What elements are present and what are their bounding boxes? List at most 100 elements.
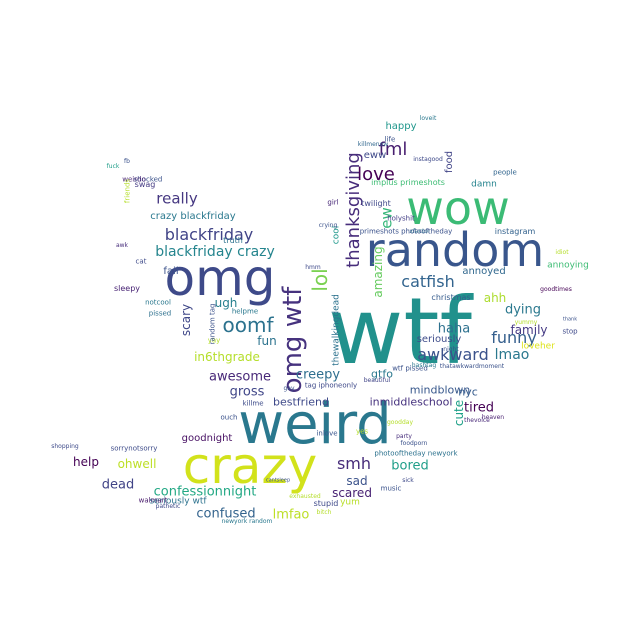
cloud-word-shocked: shocked bbox=[133, 175, 163, 184]
cloud-word-lmfao: lmfao bbox=[272, 507, 310, 523]
cloud-word-hmm: hmm bbox=[305, 264, 321, 271]
cloud-word-fb: fb bbox=[124, 158, 130, 165]
cloud-word-people: people bbox=[493, 168, 517, 177]
cloud-word-primeshots-photooftheday: primeshots photooftheday bbox=[359, 227, 453, 236]
cloud-word-blackfriday-crazy: blackfriday crazy bbox=[155, 244, 275, 260]
cloud-word-random-tag: random tag bbox=[208, 303, 217, 345]
cloud-word-ugh: ugh bbox=[214, 296, 238, 310]
cloud-word-loveit: loveit bbox=[419, 115, 437, 122]
cloud-word-thatawkwardmoment: thatawkwardmoment bbox=[439, 363, 505, 370]
cloud-word-confessionnight: confessionnight bbox=[153, 484, 257, 500]
cloud-word-christmas: christmas bbox=[431, 293, 471, 302]
cloud-word-xfactor: xfactor bbox=[409, 228, 431, 235]
cloud-word-gtfo: gtfo bbox=[371, 367, 393, 381]
cloud-word-twilight: twilight bbox=[361, 199, 391, 208]
cloud-word-awk: awk bbox=[115, 242, 129, 249]
cloud-word-notcool: notcool bbox=[145, 298, 171, 307]
cloud-word-pathetic: pathetic bbox=[155, 503, 181, 510]
cloud-word-newyork-random: newyork random bbox=[221, 518, 273, 525]
cloud-word-catfish: catfish bbox=[401, 272, 455, 291]
cloud-word-damn: damn bbox=[471, 179, 497, 190]
cloud-word-party: party bbox=[396, 433, 412, 440]
cloud-word-sad: sad bbox=[346, 474, 368, 488]
cloud-word-wtf-pissed: wtf pissed bbox=[392, 364, 428, 373]
cloud-word-annoying: annoying bbox=[547, 260, 589, 271]
cloud-word-ahh: ahh bbox=[483, 291, 507, 305]
cloud-word-instagram: instagram bbox=[494, 227, 536, 236]
cloud-word-sick: sick bbox=[402, 477, 414, 484]
cloud-word-cantsleep: cantsleep bbox=[265, 477, 291, 484]
cloud-word-friends: friends bbox=[123, 178, 132, 204]
cloud-word-inlove: inlove bbox=[316, 429, 338, 438]
cloud-word-omg: omg bbox=[164, 249, 276, 307]
cloud-word-tired: tired bbox=[463, 400, 495, 416]
cloud-word-truth: truth bbox=[223, 236, 243, 245]
cloud-word-sleepy: sleepy bbox=[113, 284, 141, 293]
cloud-word-scary: scary bbox=[179, 303, 193, 337]
cloud-word-goodday: goodday bbox=[387, 419, 413, 426]
cloud-word-wow: wow bbox=[406, 181, 510, 235]
cloud-word-loveher: loveher bbox=[521, 341, 555, 352]
cloud-word-tag-iphoneonly: tag iphoneonly bbox=[304, 381, 358, 390]
cloud-word-fail: fail bbox=[163, 266, 179, 277]
cloud-word-happy: happy bbox=[385, 121, 417, 132]
cloud-word-weirdo: weirdo bbox=[122, 175, 146, 184]
cloud-word-stupid: stupid bbox=[313, 499, 339, 508]
cloud-word-family: family bbox=[510, 323, 548, 337]
cloud-word-inmiddleschool: inmiddleschool bbox=[369, 395, 453, 409]
cloud-word-life: life bbox=[384, 135, 396, 144]
cloud-word-random: random bbox=[365, 223, 545, 277]
cloud-word-smh: smh bbox=[336, 454, 372, 473]
cloud-word-lmao: lmao bbox=[494, 347, 530, 363]
cloud-word-thevoice: thevoice bbox=[464, 417, 490, 424]
cloud-word-instagood: instagood bbox=[413, 156, 443, 163]
cloud-word-help: help bbox=[73, 455, 99, 469]
cloud-word-dead: dead bbox=[101, 477, 135, 493]
cloud-word-implus-primeshots: implus primeshots bbox=[371, 178, 445, 187]
cloud-word-holyshit: holyshit bbox=[387, 214, 415, 223]
cloud-word-crazy-blackfriday: crazy blackfriday bbox=[150, 211, 236, 222]
cloud-word-hashtag: hashtag bbox=[411, 362, 437, 369]
cloud-word-awkward: awkward bbox=[417, 345, 489, 364]
cloud-word-annoyed: annoyed bbox=[462, 266, 506, 277]
cloud-word-really: really bbox=[156, 189, 198, 208]
cloud-word-amazing: amazing bbox=[371, 246, 385, 298]
cloud-word-weird: weird bbox=[238, 392, 392, 457]
cloud-word-foodporn: foodporn bbox=[400, 440, 428, 447]
cloud-word-helpme: helpme bbox=[231, 307, 259, 316]
cloud-word-food: food bbox=[444, 150, 455, 174]
cloud-word-funny: funny bbox=[491, 328, 537, 347]
cloud-word-confused: confused bbox=[196, 506, 256, 522]
cloud-word-scared: scared bbox=[332, 486, 372, 500]
cloud-word-pissed: pissed bbox=[148, 309, 172, 318]
cloud-word-yummy: yummy bbox=[514, 319, 538, 326]
cloud-word-crying: crying bbox=[318, 222, 338, 229]
cloud-word-sorrynotsorry: sorrynotsorry bbox=[110, 444, 158, 453]
cloud-word-bitch: bitch bbox=[316, 509, 332, 516]
cloud-word-bestfriend: bestfriend bbox=[273, 395, 329, 409]
cloud-word-haha: haha bbox=[437, 321, 471, 337]
cloud-word-yay: yay bbox=[207, 336, 221, 345]
cloud-word-fuck: fuck bbox=[106, 163, 120, 170]
cloud-word-shopping: shopping bbox=[51, 443, 79, 450]
cloud-word-goodtimes: goodtimes bbox=[540, 286, 572, 293]
cloud-word-stop: stop bbox=[562, 327, 578, 336]
cloud-word-yes: yes bbox=[355, 427, 369, 436]
cloud-word-dying: dying bbox=[504, 302, 542, 318]
cloud-word-heaven: heaven bbox=[481, 414, 505, 421]
cloud-word-lol: lol bbox=[308, 268, 332, 292]
cloud-word-wtf: wtf bbox=[328, 278, 472, 385]
cloud-word-cat: cat bbox=[135, 257, 147, 266]
cloud-word-idiot: idiot bbox=[555, 249, 569, 256]
cloud-word-swag: swag bbox=[134, 180, 156, 189]
cloud-word-oomf: oomf bbox=[222, 313, 274, 337]
cloud-word-photooftheday-newyork: photooftheday newyork bbox=[374, 449, 458, 458]
cloud-word-nyc: nyc bbox=[458, 385, 478, 399]
cloud-word-fml: fml bbox=[378, 139, 408, 160]
cloud-word-music: music bbox=[380, 484, 402, 493]
cloud-word-mindblown: mindblown bbox=[409, 383, 471, 397]
cloud-word-eww: eww bbox=[363, 150, 387, 161]
cloud-word-gay: gay bbox=[283, 385, 295, 392]
cloud-word-girl: girl bbox=[327, 198, 339, 207]
